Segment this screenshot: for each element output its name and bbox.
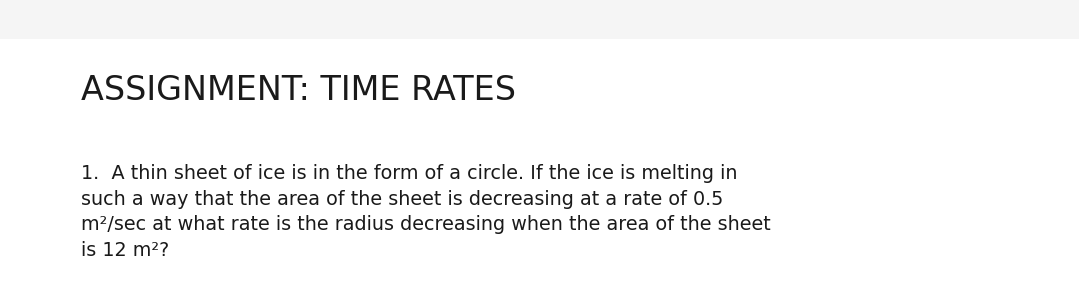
Bar (0, 0, 1079, 39)
Text: ASSIGNMENT: TIME RATES: ASSIGNMENT: TIME RATES (81, 75, 516, 107)
Bar (0, 39, 1079, 303)
Text: 1.  A thin sheet of ice is in the form of a circle. If the ice is melting in
suc: 1. A thin sheet of ice is in the form of… (81, 164, 770, 260)
